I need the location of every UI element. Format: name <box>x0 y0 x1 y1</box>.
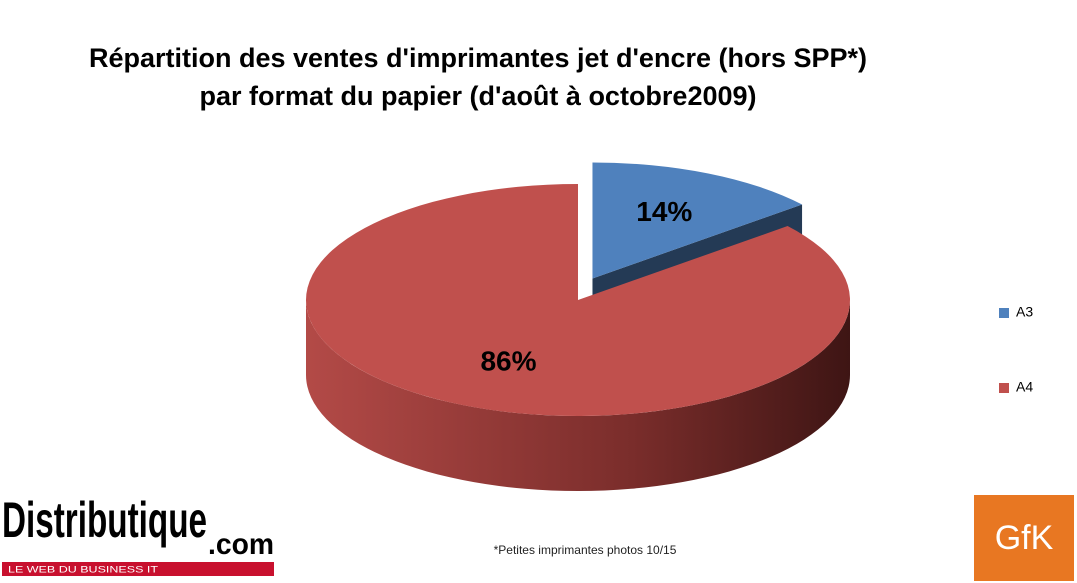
slice-side <box>306 300 850 491</box>
brand-suffix: .com <box>208 528 274 561</box>
chart-title: Répartition des ventes d'imprimantes jet… <box>89 43 867 73</box>
brand-bar <box>2 562 274 576</box>
slice <box>592 162 803 279</box>
partner-name: GfK <box>995 519 1054 557</box>
partner-logo: GfK <box>974 495 1074 581</box>
legend-label: A3 <box>1016 304 1033 320</box>
legend-label: A4 <box>1016 379 1033 395</box>
legend-swatch <box>999 383 1009 393</box>
data-label: 86% <box>480 345 536 376</box>
brand-name: Distributique <box>2 492 207 548</box>
slice <box>306 184 851 416</box>
partner-box <box>974 495 1074 581</box>
footnote: *Petites imprimantes photos 10/15 <box>494 543 677 557</box>
data-label: 14% <box>636 196 692 227</box>
legend-swatch <box>999 308 1009 318</box>
brand-logo: Distributique .com LE WEB DU BUSINESS IT <box>2 492 274 576</box>
brand-tagline: LE WEB DU BUSINESS IT <box>8 564 159 574</box>
chart-title: par format du papier (d'août à octobre20… <box>199 81 756 111</box>
